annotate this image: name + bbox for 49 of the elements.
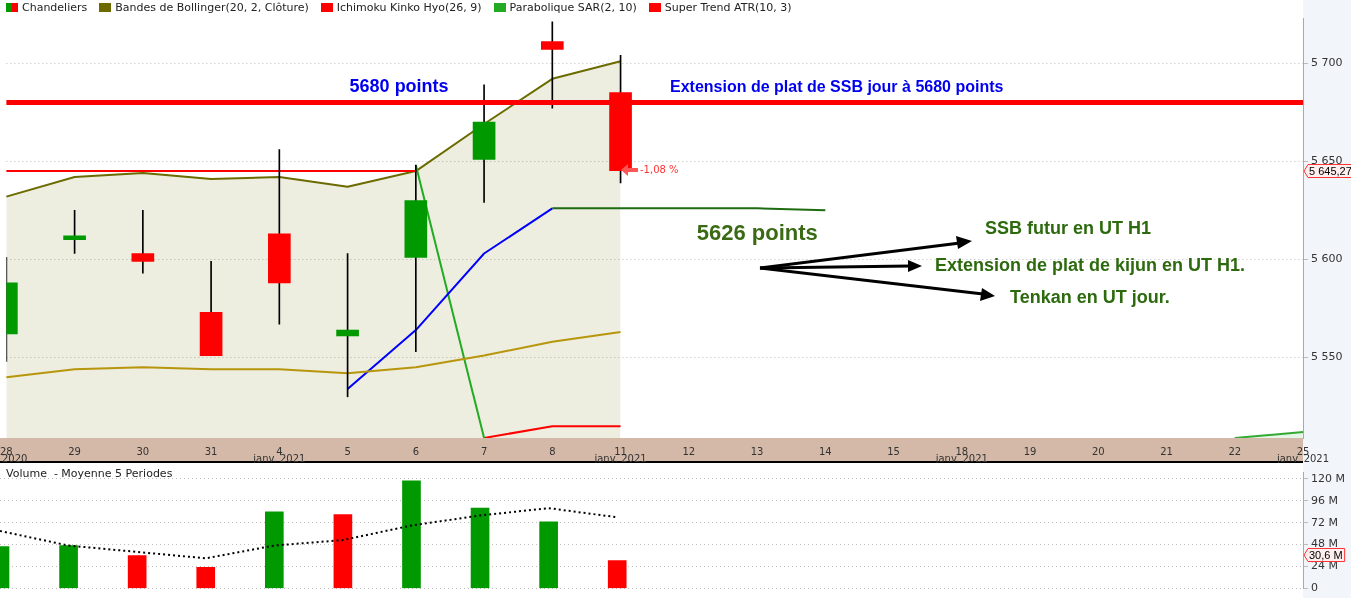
y-tick-label: 5 700 (1311, 56, 1343, 69)
annotation: SSB futur en UT H1 (985, 217, 1152, 238)
x-tick-label: 12 (682, 445, 696, 457)
bar (196, 567, 216, 589)
bar (539, 521, 558, 589)
x-tick-label: 13 (750, 445, 764, 457)
legend-label: Bandes de Bollinger(20, 2, Clôture) (115, 1, 309, 14)
x-tick-label: 22 (1228, 445, 1242, 457)
x-tick-label: 20 (1091, 445, 1105, 457)
x-tick-label: 30 (136, 445, 150, 457)
y-tick-label: 0 (1311, 581, 1318, 595)
annotation: 5680 points (349, 76, 449, 97)
bar (607, 560, 627, 589)
legend-label: Parabolique SAR(2, 10) (509, 1, 637, 14)
legend-label: Ichimoku Kinko Hyo(26, 9) (336, 1, 482, 14)
x-tick-label: 29 (68, 445, 81, 457)
chart-title: Volume - Moyenne 5 Periodes (6, 467, 173, 480)
x-tick-label: 14 (818, 445, 832, 457)
bar (333, 514, 353, 589)
x-tick-label: 21 (1160, 445, 1173, 457)
y-tick-label: 120 M (1311, 471, 1345, 485)
bar (264, 511, 284, 589)
bar (402, 480, 421, 589)
x-tick-label: 5 (344, 445, 351, 457)
legend-label: Super Trend ATR(10, 3) (664, 1, 792, 14)
y-tick-label: 96 M (1311, 493, 1338, 507)
x-tick-label: 8 (549, 445, 556, 457)
y-tick-label: 5 600 (1311, 252, 1343, 266)
bar (470, 507, 490, 589)
bar (59, 545, 78, 589)
x-tick-label: 15 (887, 445, 900, 457)
x-tick-label: 19 (1023, 445, 1037, 457)
bar (127, 555, 147, 589)
annotation: Extension de plat de kijun en UT H1. (935, 254, 1246, 275)
y-tick-label: 5 550 (1311, 350, 1343, 364)
annotation: 5626 points (696, 220, 818, 246)
y-tick-label: 72 M (1311, 515, 1338, 529)
annotation: Tenkan en UT jour. (1010, 286, 1170, 307)
x-tick-label: 6 (412, 445, 420, 457)
ref-line-label: Extension de plat de SSB jour à 5680 points (670, 78, 1004, 96)
candlestick (131, 210, 155, 274)
legend-label: Chandeliers (22, 1, 88, 14)
x-tick-label: 31 (204, 445, 218, 457)
x-tick-label: 4 (276, 445, 283, 457)
text: 5 645,27 (1309, 165, 1351, 178)
y-tick-label: 5 650 (1311, 154, 1343, 168)
y-tick-label: 48 M (1311, 537, 1338, 551)
annotation: -1,08 % (640, 163, 679, 175)
x-tick-label: 7 (480, 445, 488, 457)
